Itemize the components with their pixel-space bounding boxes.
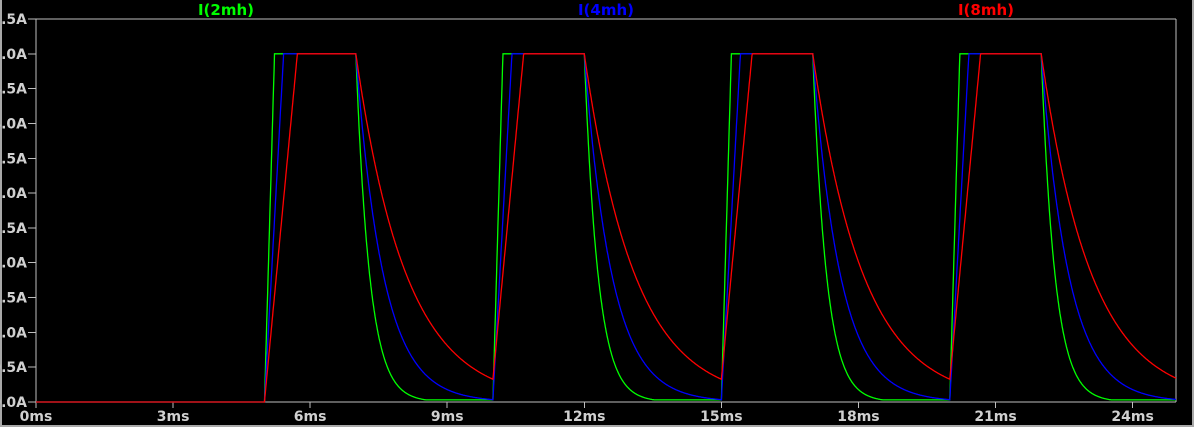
legend-label-2mh[interactable]: I(2mh) [197,1,255,19]
x-tick-label: 15ms [700,409,742,425]
y-tick-label: 1.0A [0,325,27,341]
trace-i-4mh- [36,53,1177,403]
legend-label-4mh[interactable]: I(4mh) [577,1,635,19]
plot-box [35,18,1177,403]
y-tick-label: 0.0A [0,395,27,411]
x-tick-label: 3ms [157,409,190,425]
x-tick-label: 12ms [563,409,605,425]
y-tick-label: 4.5A [0,82,27,98]
legend-label-8mh[interactable]: I(8mh) [957,1,1015,19]
trace-i-8mh- [36,53,1177,403]
y-tick-label: 0.5A [0,360,27,376]
y-tick-label: 5.0A [0,47,27,63]
x-tick-label: 0ms [20,409,53,425]
y-tick-label: 3.5A [0,151,27,167]
x-tick-label: 24ms [1111,409,1153,425]
x-tick-label: 6ms [294,409,327,425]
y-tick-label: 2.0A [0,256,27,272]
x-tick-label: 21ms [974,409,1016,425]
y-tick-label: 5.5A [0,12,27,28]
y-tick-label: 4.0A [0,116,27,132]
trace-i-2mh- [36,53,1176,403]
x-tick-label: 9ms [431,409,464,425]
y-tick-label: 3.0A [0,186,27,202]
x-tick-label: 18ms [837,409,879,425]
y-tick-label: 2.5A [0,221,27,237]
y-tick-label: 1.5A [0,291,27,307]
